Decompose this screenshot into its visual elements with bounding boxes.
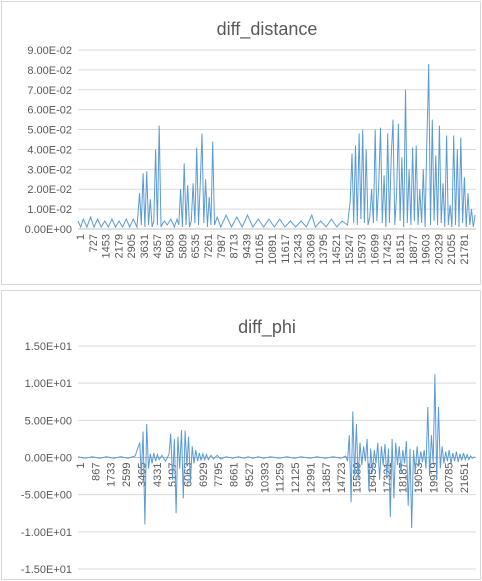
x-tick-label: 867 <box>90 463 102 481</box>
x-tick-label: 7987 <box>216 234 228 258</box>
x-tick-label: 13069 <box>305 234 317 265</box>
x-tick-label: 1733 <box>106 463 118 487</box>
x-tick-label: 6535 <box>190 234 202 258</box>
diff-distance-chart: diff_distance 0.00E+00 1.00E-02 2.00E-02 3.0… <box>1 1 481 285</box>
x-tick-label: 5083 <box>165 234 177 258</box>
x-tick-label: 14521 <box>331 234 343 265</box>
y-tick-label: 0.00E+00 <box>25 224 72 236</box>
series-line <box>77 63 476 229</box>
x-tick-label: 2905 <box>126 234 138 258</box>
x-tick-label: 20329 <box>433 234 445 265</box>
x-tick-label: 10891 <box>267 234 279 265</box>
x-tick-label: 1 <box>75 463 87 469</box>
y-tick-label: 6.00E-02 <box>27 105 72 117</box>
x-tick-label: 13795 <box>318 234 330 265</box>
x-tick-label: 2599 <box>121 463 133 487</box>
x-tick-label: 4357 <box>152 234 164 258</box>
x-tick-label: 12343 <box>293 234 305 265</box>
x-tick-label: 21055 <box>446 234 458 265</box>
diff-phi-chart: diff_phi -1.50E+01 -1.00E+01 -5.00E+00 0.00E… <box>1 290 481 580</box>
x-tick-label: 4331 <box>152 463 164 487</box>
x-tick-label: 1453 <box>101 234 113 258</box>
y-tick-label: 8.00E-02 <box>27 65 72 77</box>
x-tick-label: 3465 <box>136 463 148 487</box>
y-tick-label: 4.00E-02 <box>27 144 72 156</box>
x-tick-label: 15973 <box>357 234 369 265</box>
x-tick-label: 11617 <box>280 234 292 264</box>
x-tick-label: 6929 <box>198 463 210 487</box>
x-tick-label: 18151 <box>395 234 407 265</box>
y-tick-label: -1.00E+01 <box>21 527 72 539</box>
x-tick-label: 21651 <box>459 463 471 494</box>
x-tick-label: 5809 <box>177 234 189 258</box>
y-tick-label: 1.00E-02 <box>27 204 72 216</box>
chart-title: diff_phi <box>238 317 296 338</box>
y-tick-label: 5.00E+00 <box>25 415 72 427</box>
x-tick-label: 17321 <box>382 463 394 494</box>
x-tick-label: 20785 <box>444 463 456 494</box>
y-tick-label: 7.00E-02 <box>27 85 72 97</box>
x-tick-label: 17425 <box>382 234 394 265</box>
diff-distance-plot: diff_distance 0.00E+00 1.00E-02 2.00E-02 3.0… <box>25 19 476 265</box>
x-tick-label: 13857 <box>321 463 333 494</box>
x-tick-label: 21781 <box>459 234 471 265</box>
x-tick-label: 10393 <box>259 463 271 494</box>
x-tick-label: 11259 <box>275 463 287 493</box>
y-tick-label: -1.50E+01 <box>21 564 72 576</box>
y-tick-label: 3.00E-02 <box>27 164 72 176</box>
x-tick-label: 8713 <box>229 234 241 258</box>
x-tick-label: 3631 <box>139 234 151 258</box>
x-tick-label: 15247 <box>344 234 356 265</box>
x-tick-label: 16699 <box>369 234 381 265</box>
y-tick-label: 1.50E+01 <box>25 341 72 353</box>
diff-phi-plot: diff_phi -1.50E+01 -1.00E+01 -5.00E+00 0.00E… <box>21 317 476 576</box>
x-tick-label: 7795 <box>213 463 225 487</box>
x-tick-label: 8661 <box>229 463 241 487</box>
y-tick-label: 9.00E-02 <box>27 45 72 57</box>
x-tick-label: 2179 <box>113 234 125 258</box>
series-line <box>77 374 476 529</box>
y-tick-label: 5.00E-02 <box>27 125 72 137</box>
x-tick-label: 727 <box>88 234 100 252</box>
x-tick-label: 18877 <box>408 234 420 265</box>
y-tick-label: -5.00E+00 <box>21 490 72 502</box>
x-tick-label: 12991 <box>305 463 317 494</box>
x-tick-label: 9439 <box>241 234 253 258</box>
x-tick-label: 19603 <box>421 234 433 265</box>
x-tick-label: 14723 <box>336 463 348 494</box>
x-tick-label: 1 <box>75 234 87 240</box>
y-tick-label: 2.00E-02 <box>27 184 72 196</box>
x-tick-label: 10165 <box>254 234 266 265</box>
y-tick-label: 0.00E+00 <box>25 453 72 465</box>
y-tick-label: 1.00E+01 <box>25 378 72 390</box>
x-tick-label: 7261 <box>203 234 215 258</box>
x-tick-label: 12125 <box>290 463 302 494</box>
x-tick-label: 9527 <box>244 463 256 487</box>
chart-title: diff_distance <box>217 19 318 40</box>
